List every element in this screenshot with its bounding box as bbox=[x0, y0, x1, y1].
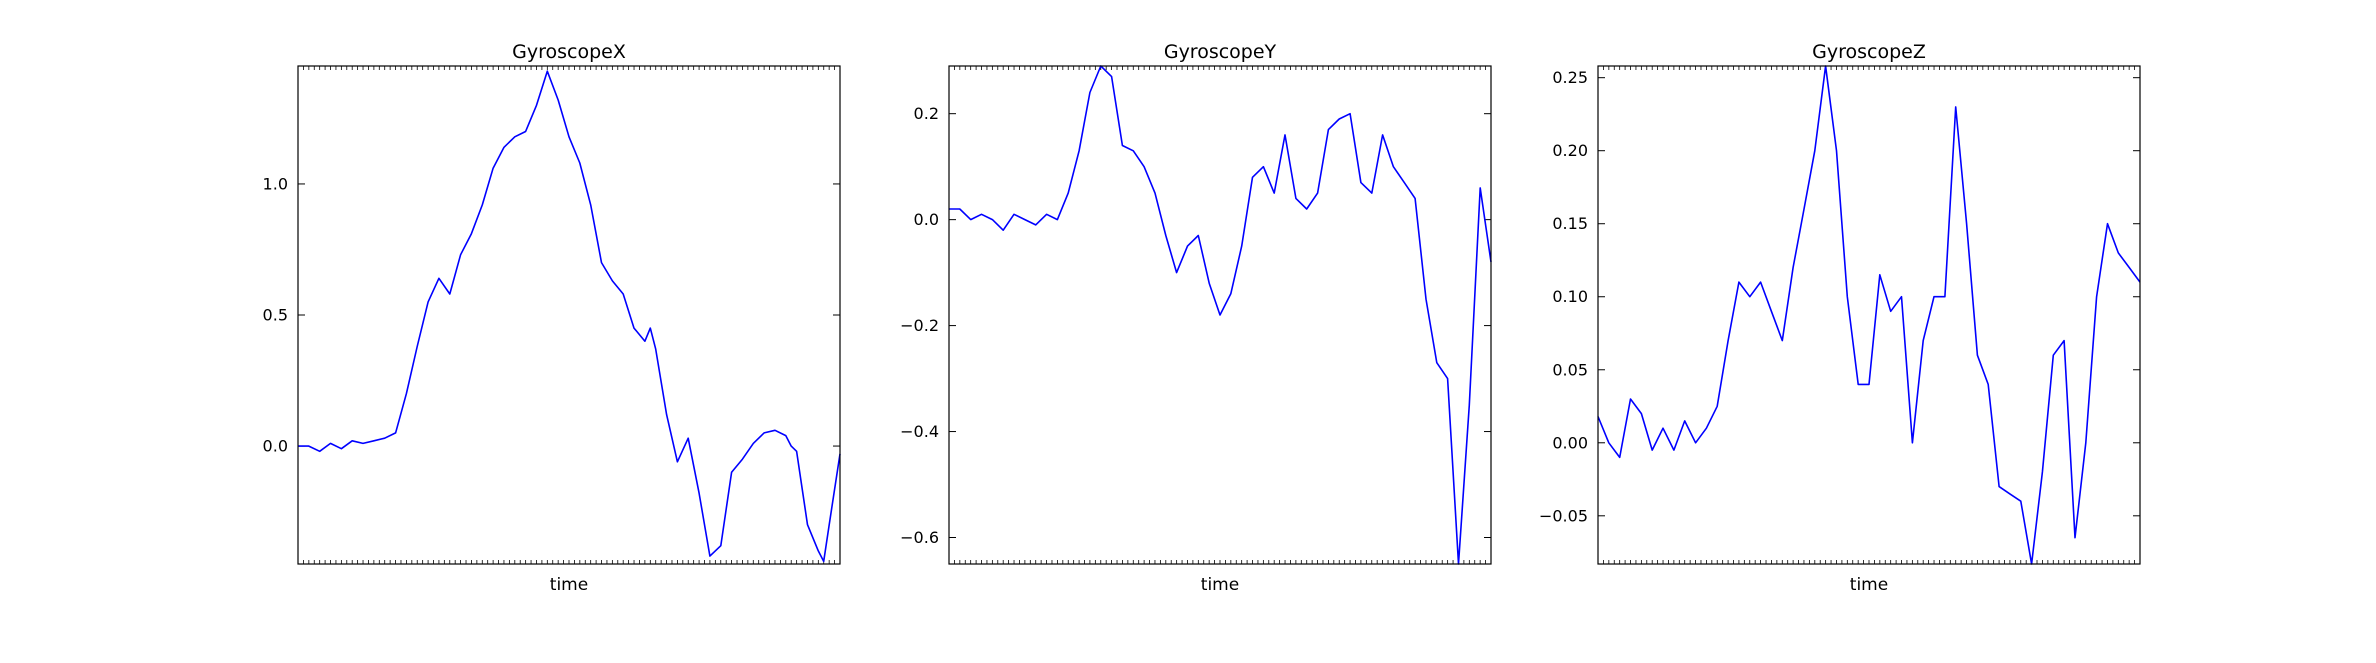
y-tick-label: 0.00 bbox=[1552, 433, 1588, 452]
y-tick-label: 0.2 bbox=[914, 104, 939, 123]
gyroscope-y-panel: GyroscopeY time −0.6 −0.4 −0.2 0.0 0.2 bbox=[900, 41, 1492, 595]
plot-area bbox=[298, 70, 841, 563]
x-axis bbox=[303, 66, 835, 564]
chart-title: GyroscopeY bbox=[1164, 41, 1277, 63]
gyroscope-x-panel: GyroscopeX time 0.0 0.5 1.0 bbox=[263, 41, 841, 595]
y-tick-label: 0.15 bbox=[1552, 214, 1588, 233]
y-axis: −0.05 0.00 0.05 0.10 0.15 0.20 0.25 bbox=[1539, 68, 2140, 525]
series-line bbox=[949, 65, 1492, 565]
x-axis-label: time bbox=[550, 575, 588, 595]
y-tick-label: −0.05 bbox=[1539, 506, 1588, 525]
y-tick-label: 0.20 bbox=[1552, 141, 1588, 160]
chart-title: GyroscopeX bbox=[512, 41, 626, 63]
y-tick-label: 0.0 bbox=[914, 210, 939, 229]
axes-frame bbox=[297, 65, 841, 565]
y-tick-label: −0.6 bbox=[900, 528, 939, 547]
x-axis-label: time bbox=[1201, 575, 1239, 595]
y-tick-label: 0.5 bbox=[263, 306, 288, 325]
axes-frame bbox=[1597, 65, 2141, 565]
gyroscope-z-panel: GyroscopeZ time −0.05 0.00 0.05 0.10 0.15 0.2… bbox=[1539, 41, 2141, 595]
y-tick-label: 0.25 bbox=[1552, 68, 1588, 87]
y-tick-label: −0.4 bbox=[900, 422, 939, 441]
y-tick-label: 1.0 bbox=[263, 174, 288, 193]
y-tick-label: −0.2 bbox=[900, 316, 939, 335]
series-line bbox=[1597, 65, 2141, 565]
y-axis: 0.0 0.5 1.0 bbox=[263, 174, 840, 456]
series-line bbox=[298, 70, 841, 563]
plot-area bbox=[949, 65, 1492, 565]
x-axis bbox=[954, 66, 1486, 564]
y-tick-label: 0.0 bbox=[263, 437, 288, 456]
y-tick-label: 0.10 bbox=[1552, 287, 1588, 306]
y-tick-label: 0.05 bbox=[1552, 360, 1588, 379]
axes-frame bbox=[948, 65, 1492, 565]
plot-area bbox=[1597, 65, 2141, 565]
x-axis-label: time bbox=[1850, 575, 1888, 595]
x-axis bbox=[1603, 66, 2135, 564]
chart-title: GyroscopeZ bbox=[1812, 41, 1926, 63]
y-axis: −0.6 −0.4 −0.2 0.0 0.2 bbox=[900, 104, 1491, 547]
